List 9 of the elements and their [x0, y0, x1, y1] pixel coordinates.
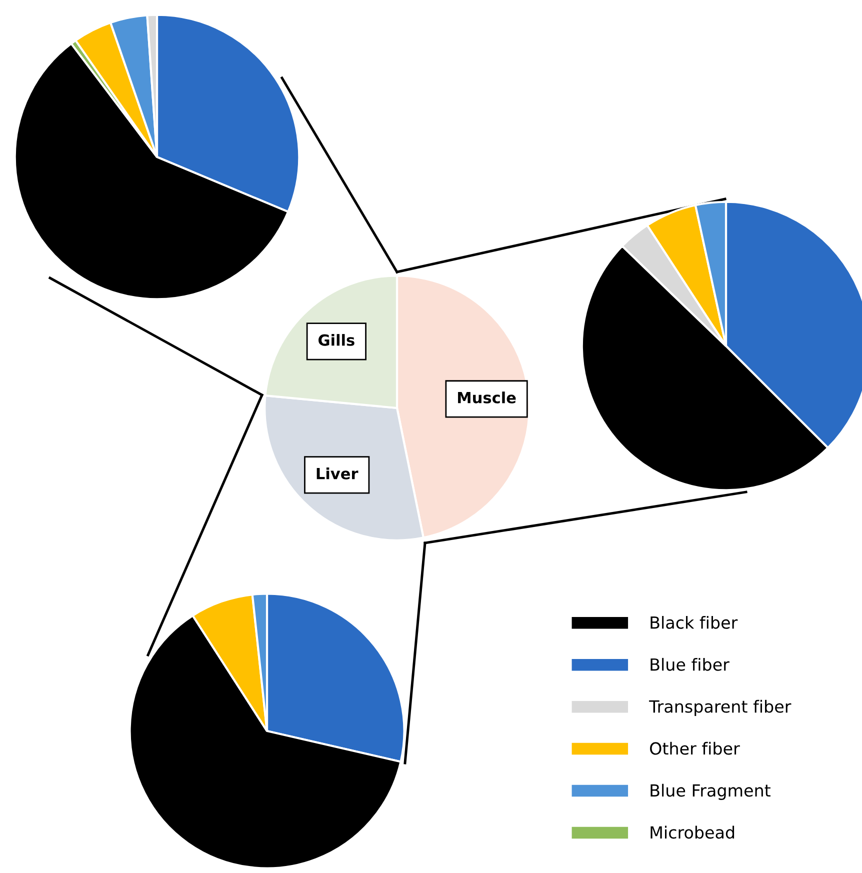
- slice-label: Liver: [316, 468, 358, 480]
- legend-label: Other fiber: [650, 742, 740, 755]
- legend-label: Blue Fragment: [650, 784, 770, 800]
- legend-label: Blue fiber: [650, 658, 730, 671]
- slice-label: Muscle: [458, 392, 516, 404]
- legend-label: Black fiber: [650, 616, 738, 629]
- slice-label: Gills: [318, 334, 354, 346]
- legend-label: Transparent fiber: [649, 700, 792, 716]
- legend-label: Microbead: [650, 826, 734, 839]
